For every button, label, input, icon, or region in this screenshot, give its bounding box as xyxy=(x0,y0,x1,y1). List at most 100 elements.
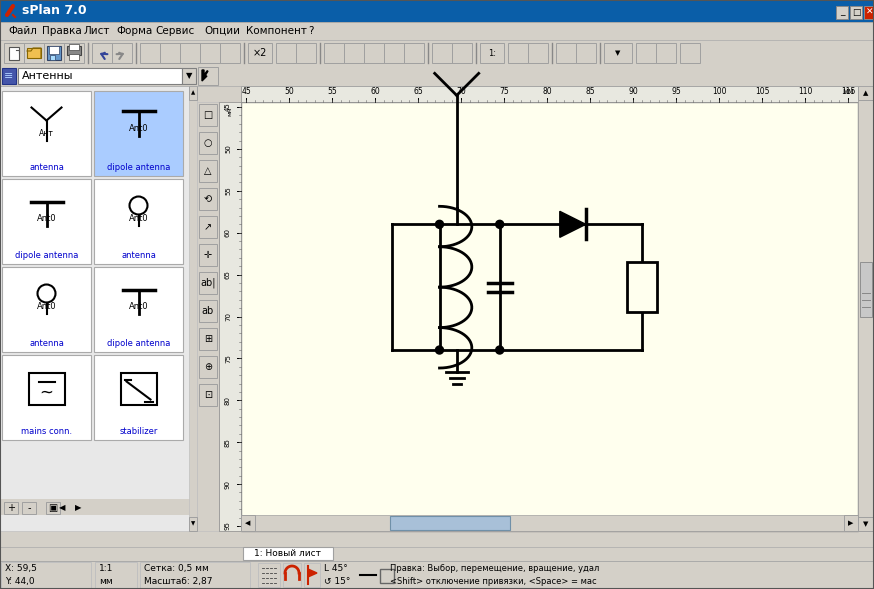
Bar xyxy=(29,372,65,405)
Text: 110: 110 xyxy=(798,88,812,97)
Text: ▼: ▼ xyxy=(186,71,192,81)
Circle shape xyxy=(496,220,503,229)
Bar xyxy=(836,6,848,19)
Bar xyxy=(50,55,55,60)
Bar xyxy=(2,267,91,352)
Text: ⊞: ⊞ xyxy=(204,334,212,344)
Text: Ant0: Ant0 xyxy=(37,302,56,311)
Bar xyxy=(189,86,197,100)
Bar xyxy=(199,272,217,294)
Text: 65: 65 xyxy=(225,270,231,279)
Text: antenna: antenna xyxy=(121,252,156,260)
Bar xyxy=(199,160,217,182)
Text: 95: 95 xyxy=(671,88,681,97)
Bar xyxy=(199,188,217,210)
Bar xyxy=(248,43,272,63)
Text: мм: мм xyxy=(99,577,113,585)
Text: 90: 90 xyxy=(225,479,231,489)
Bar xyxy=(220,43,240,63)
Text: Сетка: 0,5 мм: Сетка: 0,5 мм xyxy=(144,564,209,573)
Text: 85: 85 xyxy=(225,438,231,446)
Text: ○: ○ xyxy=(204,138,212,148)
Text: ×2: ×2 xyxy=(253,48,267,58)
Text: ✕: ✕ xyxy=(866,8,874,16)
Bar xyxy=(452,43,472,63)
Text: dipole antenna: dipole antenna xyxy=(107,164,170,173)
Text: 80: 80 xyxy=(225,396,231,405)
Bar xyxy=(189,86,197,531)
Text: L 45°: L 45° xyxy=(324,564,348,573)
Bar xyxy=(380,569,394,583)
Bar xyxy=(197,102,219,531)
Bar xyxy=(219,102,241,531)
Text: Масштаб: 2,87: Масштаб: 2,87 xyxy=(144,577,212,585)
Bar xyxy=(140,562,250,588)
Bar xyxy=(94,267,183,352)
Text: 50: 50 xyxy=(284,88,294,97)
Text: Опции: Опции xyxy=(204,26,240,36)
Text: 1:: 1: xyxy=(488,48,496,58)
Text: <Shift> отключение привязки, <Space> = мас: <Shift> отключение привязки, <Space> = м… xyxy=(390,577,597,585)
Bar xyxy=(241,515,255,531)
Text: Файл: Файл xyxy=(8,26,37,36)
Bar xyxy=(112,43,132,63)
Bar xyxy=(94,355,183,440)
Text: 70: 70 xyxy=(225,312,231,321)
Bar xyxy=(390,516,510,530)
Bar xyxy=(180,43,200,63)
Bar xyxy=(2,355,91,440)
Text: Форма: Форма xyxy=(116,26,152,36)
Bar xyxy=(64,43,84,63)
Text: 60: 60 xyxy=(225,228,231,237)
Bar xyxy=(18,68,182,84)
Text: 80: 80 xyxy=(542,88,551,97)
Bar xyxy=(432,43,452,63)
Bar xyxy=(604,43,632,63)
Text: Компонент: Компонент xyxy=(246,26,307,36)
Bar xyxy=(0,499,197,515)
Bar xyxy=(850,6,862,19)
Text: 105: 105 xyxy=(755,88,769,97)
Bar xyxy=(121,372,156,405)
Text: ✛: ✛ xyxy=(204,250,212,260)
Bar xyxy=(364,43,384,63)
Bar xyxy=(241,547,858,561)
Bar xyxy=(69,54,79,60)
Text: 55: 55 xyxy=(327,88,336,97)
Bar xyxy=(241,515,858,531)
Text: ▶: ▶ xyxy=(75,504,81,512)
Bar xyxy=(199,244,217,266)
Bar xyxy=(241,86,858,102)
Text: 70: 70 xyxy=(456,88,466,97)
Bar xyxy=(67,46,81,55)
Text: 45: 45 xyxy=(225,102,231,111)
Text: Ант: Ант xyxy=(39,129,54,138)
Bar xyxy=(0,561,874,589)
Text: 75: 75 xyxy=(499,88,509,97)
Text: 95: 95 xyxy=(225,522,231,531)
Text: Правка: Правка xyxy=(42,26,82,36)
Bar xyxy=(864,6,874,19)
Circle shape xyxy=(496,346,503,354)
Text: ▼: ▼ xyxy=(864,521,869,527)
Text: ◀: ◀ xyxy=(59,504,66,512)
Bar xyxy=(0,66,874,86)
Bar xyxy=(189,517,197,531)
Text: △: △ xyxy=(205,166,212,176)
Text: ▣: ▣ xyxy=(48,503,58,513)
Text: antenna: antenna xyxy=(29,339,64,349)
Text: ↺ 15°: ↺ 15° xyxy=(324,577,350,585)
Bar xyxy=(24,43,44,63)
Bar xyxy=(92,43,112,63)
Bar xyxy=(94,91,183,176)
Text: dipole antenna: dipole antenna xyxy=(15,252,78,260)
Text: ⟲: ⟲ xyxy=(204,194,212,204)
Bar xyxy=(858,86,874,531)
Text: 60: 60 xyxy=(370,88,380,97)
Bar xyxy=(636,43,656,63)
Bar xyxy=(627,262,656,312)
Text: ▲: ▲ xyxy=(191,91,195,95)
Circle shape xyxy=(435,346,443,354)
Text: ⊕: ⊕ xyxy=(204,362,212,372)
Text: _: _ xyxy=(840,8,844,16)
